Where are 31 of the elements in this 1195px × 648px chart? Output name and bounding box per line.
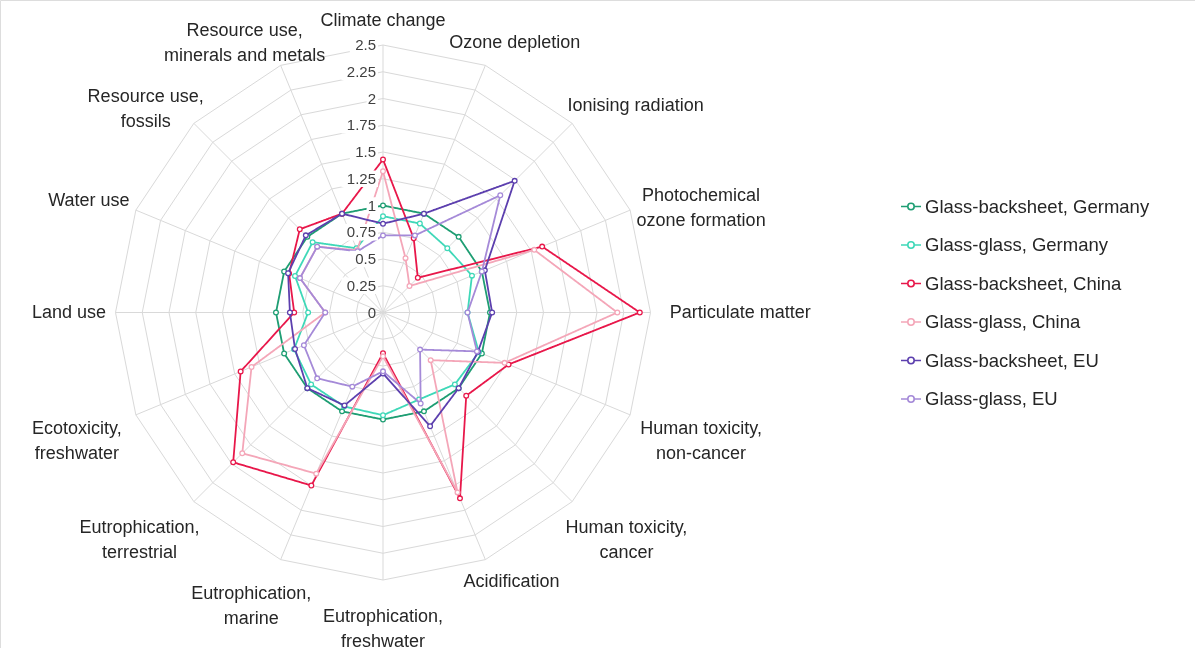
spoke-label: Acidification: [463, 571, 560, 592]
spoke-label: Eutrophication, marine: [191, 582, 312, 628]
spoke-label: Water use: [48, 189, 130, 210]
y-tick-label: 1.5: [355, 143, 376, 160]
y-tick-label: 2.5: [355, 36, 376, 53]
y-tick-label: 0: [367, 303, 376, 321]
y-tick-label: 1.75: [346, 116, 376, 134]
spoke-label: Human toxicity, non-cancer: [640, 418, 762, 464]
spoke-label: Ionising radiation: [567, 95, 704, 116]
legend-label: Glass-backsheet, EU: [925, 349, 1099, 371]
y-tick-label: 0.75: [346, 223, 376, 241]
spoke-label: Particulate matter: [669, 301, 811, 322]
spoke-label: Eutrophication, freshwater: [322, 606, 444, 648]
legend-label: Glass-glass, China: [925, 311, 1081, 332]
y-tick-label: 0.5: [355, 250, 376, 267]
spoke-label: Ecotoxicity, freshwater: [32, 418, 122, 464]
spoke-label: Eutrophication, terrestrial: [79, 516, 200, 562]
spoke-label: Human toxicity, cancer: [565, 516, 688, 562]
spoke-label: Resource use, fossils: [87, 86, 204, 132]
spoke-label: Ozone depletion: [449, 31, 581, 52]
legend-label: Glass-glass, Germany: [925, 234, 1109, 255]
y-tick-label: 0.25: [346, 276, 376, 294]
y-tick-label: 1: [367, 196, 376, 214]
legend-label: Glass-backsheet, China: [925, 272, 1123, 294]
spoke-label: Photochemical ozone formation: [636, 184, 766, 230]
y-tick-label: 1.25: [346, 169, 376, 187]
legend-label: Glass-backsheet, Germany: [925, 195, 1150, 217]
legend-label: Glass-glass, EU: [925, 388, 1058, 409]
y-tick-label: 2.25: [346, 62, 376, 80]
spoke-label: Land use: [31, 301, 106, 322]
y-tick-label: 2: [367, 89, 376, 107]
